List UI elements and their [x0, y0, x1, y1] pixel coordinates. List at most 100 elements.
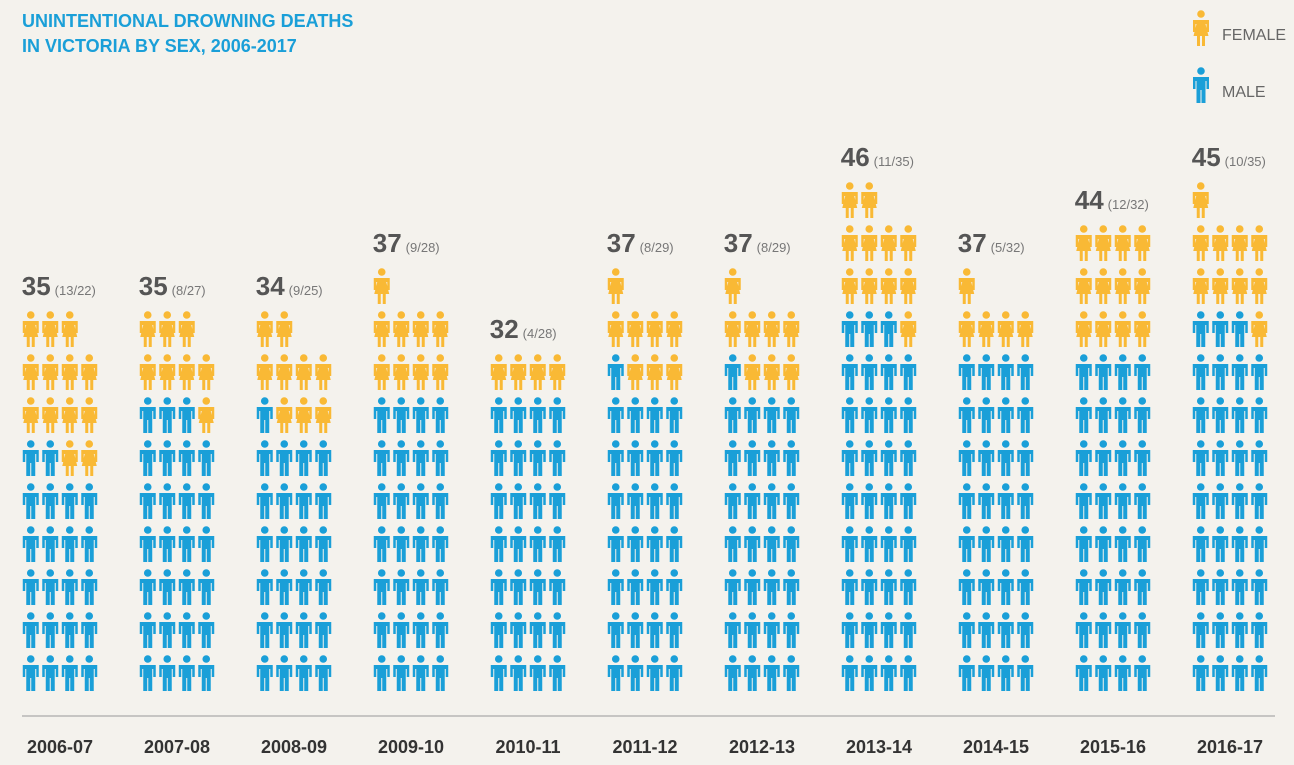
icon-body	[1251, 579, 1268, 605]
person-icon	[666, 612, 683, 648]
icon-body	[1134, 364, 1151, 390]
icon-body	[880, 235, 897, 261]
person-icon	[61, 397, 78, 433]
icon-body	[783, 622, 800, 648]
total-label: 46	[841, 142, 870, 172]
icon-body	[861, 493, 878, 519]
icon-body	[666, 407, 683, 433]
person-icon	[276, 311, 293, 347]
icon-body	[490, 579, 507, 605]
icon-head	[416, 483, 425, 491]
icon-body	[432, 622, 449, 648]
icon-head	[299, 483, 308, 491]
person-icon	[412, 612, 429, 648]
icon-body	[529, 450, 546, 476]
person-icon	[1251, 440, 1268, 476]
icon-head	[1255, 397, 1264, 405]
icon-head	[650, 311, 659, 319]
icon-body	[763, 665, 780, 691]
icon-body	[1212, 665, 1229, 691]
person-icon	[627, 569, 644, 605]
person-icon	[1134, 268, 1151, 304]
icon-body	[373, 450, 390, 476]
icon-head	[1099, 354, 1108, 362]
person-icon	[393, 526, 410, 562]
person-icon	[549, 569, 566, 605]
icon-head	[884, 483, 893, 491]
icon-head	[182, 655, 191, 663]
icon-body	[1075, 493, 1092, 519]
icon-body	[412, 321, 429, 347]
icon-head	[319, 354, 328, 362]
icon-head	[65, 569, 74, 577]
person-icon	[1192, 354, 1209, 390]
segment	[490, 397, 566, 691]
icon-body	[1251, 622, 1268, 648]
icon-head	[202, 612, 211, 620]
icon-body	[529, 407, 546, 433]
person-icon	[412, 311, 429, 347]
icon-body	[1192, 622, 1209, 648]
icon-head	[1138, 569, 1147, 577]
person-icon	[178, 612, 195, 648]
icon-head	[611, 311, 620, 319]
icon-head	[1138, 268, 1147, 276]
icon-head	[1196, 354, 1205, 362]
person-icon	[139, 440, 156, 476]
icon-body	[42, 493, 59, 519]
icon-head	[514, 483, 523, 491]
icon-body	[276, 407, 293, 433]
icon-head	[280, 655, 289, 663]
icon-head	[728, 655, 737, 663]
icon-body	[393, 536, 410, 562]
person-icon	[1075, 655, 1092, 691]
icon-body	[1231, 665, 1248, 691]
icon-head	[631, 354, 640, 362]
icon-head	[1001, 311, 1010, 319]
person-icon	[1192, 655, 1209, 691]
icon-body	[646, 450, 663, 476]
icon-head	[436, 655, 445, 663]
icon-head	[553, 612, 562, 620]
icon-head	[163, 612, 172, 620]
legend-item: MALE	[1193, 67, 1266, 103]
icon-body	[763, 536, 780, 562]
icon-body	[198, 536, 215, 562]
icon-head	[1255, 440, 1264, 448]
icon-head	[182, 612, 191, 620]
icon-body	[256, 450, 273, 476]
icon-body	[861, 536, 878, 562]
person-icon	[1134, 225, 1151, 261]
person-icon	[412, 526, 429, 562]
person-icon	[607, 483, 624, 519]
icon-body	[159, 622, 176, 648]
person-icon	[627, 354, 644, 390]
person-icon	[763, 526, 780, 562]
icon-body	[763, 579, 780, 605]
icon-head	[1216, 612, 1225, 620]
icon-head	[533, 483, 542, 491]
icon-body	[42, 536, 59, 562]
person-icon	[22, 612, 39, 648]
person-icon	[1075, 526, 1092, 562]
person-icon	[22, 569, 39, 605]
icon-body	[1095, 579, 1112, 605]
icon-body	[978, 579, 995, 605]
icon-head	[397, 440, 406, 448]
person-icon	[1212, 526, 1229, 562]
person-icon	[1075, 225, 1092, 261]
icon-head	[1079, 225, 1088, 233]
icon-head	[397, 311, 406, 319]
person-icon	[42, 569, 59, 605]
person-icon	[958, 655, 975, 691]
icon-body	[744, 622, 761, 648]
person-icon	[61, 655, 78, 691]
icon-head	[514, 440, 523, 448]
icon-body	[958, 364, 975, 390]
icon-head	[787, 311, 796, 319]
icon-head	[1196, 311, 1205, 319]
total-label: 37	[373, 228, 402, 258]
person-icon	[1251, 311, 1268, 347]
icon-body	[1017, 493, 1034, 519]
icon-head	[299, 612, 308, 620]
